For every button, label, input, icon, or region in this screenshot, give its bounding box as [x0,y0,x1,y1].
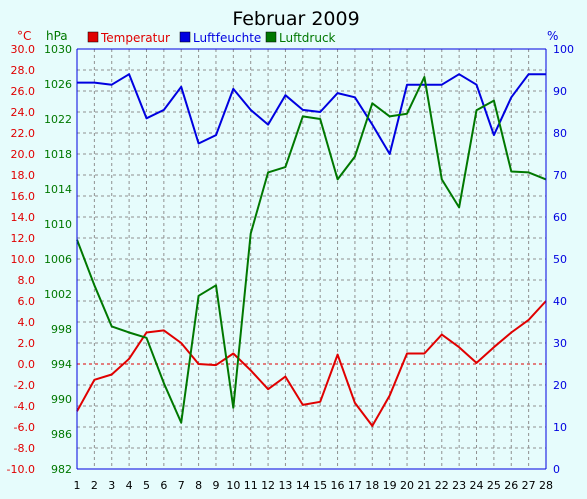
x-tick-label: 3 [108,479,115,492]
humidity-tick-label: 40 [553,295,567,308]
x-tick-label: 13 [278,479,292,492]
humidity-tick-label: 0 [553,463,560,476]
x-tick-label: 16 [331,479,345,492]
temperature-tick-label: 12.0 [11,232,36,245]
pressure-tick-label: 1026 [44,78,72,91]
legend: Temperatur Luftfeuchte Luftdruck [87,31,336,45]
temperature-tick-label: 6.0 [18,295,36,308]
temperature-tick-label: 30.0 [11,43,36,56]
temperature-tick-label: 8.0 [18,274,36,287]
temperature-tick-label: -6.0 [14,421,35,434]
humidity-tick-label: 50 [553,253,567,266]
temperature-tick-label: -2.0 [14,379,35,392]
temperature-tick-label: 2.0 [18,337,36,350]
x-tick-label: 11 [244,479,258,492]
x-tick-label: 25 [487,479,501,492]
legend-label-luftfeuchte: Luftfeuchte [193,31,261,45]
x-tick-label: 4 [126,479,133,492]
temperature-tick-label: 28.0 [11,64,36,77]
x-tick-label: 15 [313,479,327,492]
legend-swatch-luftdruck [265,31,277,43]
legend-label-temperatur: Temperatur [100,31,170,45]
temperature-tick-label: 20.0 [11,148,36,161]
humidity-tick-label: 90 [553,85,567,98]
x-tick-label: 27 [522,479,536,492]
temperature-tick-label: 16.0 [11,190,36,203]
x-tick-label: 28 [539,479,553,492]
x-tick-label: 10 [226,479,240,492]
temperature-tick-label: 4.0 [18,316,36,329]
temperature-tick-label: 22.0 [11,127,36,140]
x-tick-label: 23 [452,479,466,492]
x-tick-label: 18 [365,479,379,492]
series-line-temperatur [76,300,547,427]
x-tick-label: 8 [195,479,202,492]
x-tick-label: 17 [348,479,362,492]
pressure-unit-label: hPa [46,29,68,43]
tick-labels: 30.028.026.024.022.020.018.016.014.012.0… [7,43,574,492]
temperature-tick-label: -8.0 [14,442,35,455]
x-tick-label: 24 [470,479,484,492]
temperature-tick-label: 14.0 [11,211,36,224]
legend-swatch-temperatur [87,31,99,43]
pressure-tick-label: 994 [51,358,72,371]
temperature-tick-label: -10.0 [7,463,35,476]
series-line-luftfeuchte [77,73,546,155]
x-tick-label: 7 [178,479,185,492]
axes [76,48,547,470]
x-tick-label: 19 [383,479,397,492]
temperature-tick-label: 24.0 [11,106,36,119]
pressure-tick-label: 986 [51,428,72,441]
temperature-tick-label: 0.0 [18,358,36,371]
x-tick-label: 26 [504,479,518,492]
pressure-tick-label: 1018 [44,148,72,161]
humidity-tick-label: 60 [553,211,567,224]
pressure-tick-label: 990 [51,393,72,406]
pressure-tick-label: 1030 [44,43,72,56]
x-tick-label: 14 [296,479,310,492]
x-tick-label: 20 [400,479,414,492]
pressure-tick-label: 1014 [44,183,72,196]
chart-title: Februar 2009 [232,8,359,30]
x-tick-label: 6 [160,479,167,492]
temperature-tick-label: 26.0 [11,85,36,98]
humidity-tick-label: 30 [553,337,567,350]
humidity-tick-label: 10 [553,421,567,434]
series-line-luftdruck [76,76,547,424]
x-tick-label: 5 [143,479,150,492]
x-tick-label: 1 [74,479,81,492]
temperature-unit-label: °C [17,29,31,43]
temperature-tick-label: 10.0 [11,253,36,266]
humidity-tick-label: 100 [553,43,574,56]
x-tick-label: 2 [91,479,98,492]
temperature-tick-label: 18.0 [11,169,36,182]
x-tick-label: 22 [435,479,449,492]
x-tick-label: 12 [261,479,275,492]
legend-swatch-luftfeuchte [179,31,191,43]
pressure-tick-label: 982 [51,463,72,476]
legend-label-luftdruck: Luftdruck [279,31,336,45]
humidity-tick-label: 80 [553,127,567,140]
pressure-tick-label: 1006 [44,253,72,266]
temperature-tick-label: -4.0 [14,400,35,413]
pressure-tick-label: 1002 [44,288,72,301]
x-tick-label: 21 [417,479,431,492]
humidity-tick-label: 70 [553,169,567,182]
humidity-tick-label: 20 [553,379,567,392]
humidity-unit-label: % [547,29,558,43]
pressure-tick-label: 1010 [44,218,72,231]
pressure-tick-label: 1022 [44,113,72,126]
x-tick-label: 9 [212,479,219,492]
series-lines [76,73,547,427]
pressure-tick-label: 998 [51,323,72,336]
